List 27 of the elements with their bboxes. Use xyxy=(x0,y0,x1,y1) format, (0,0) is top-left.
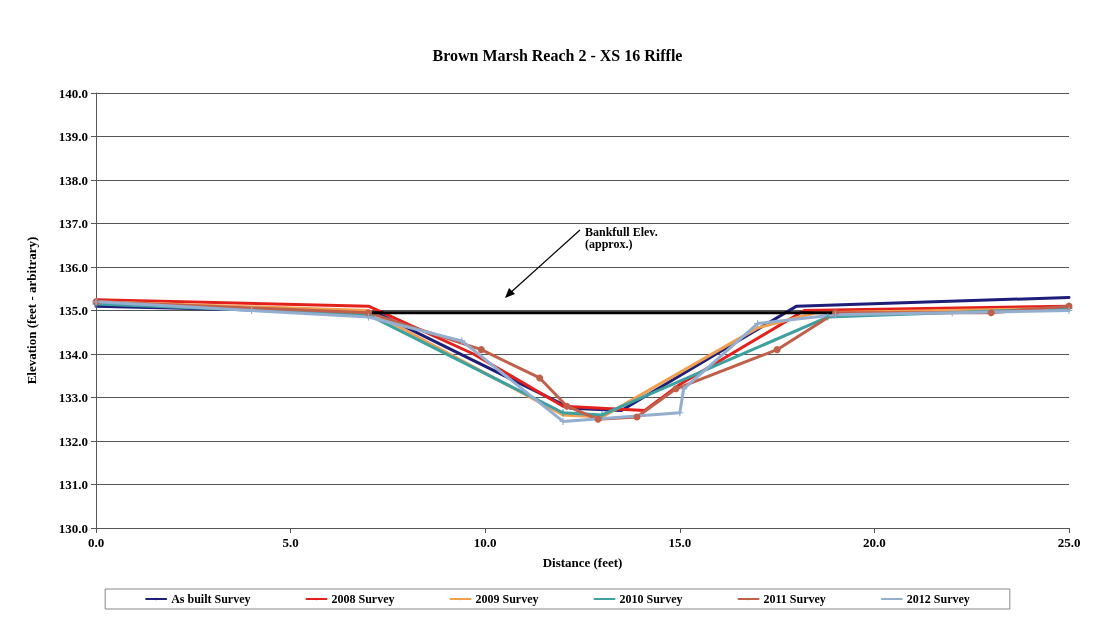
y-axis-title: Elevation (feet - arbitrary) xyxy=(24,236,39,385)
y-tick-label: 133.0 xyxy=(58,390,88,405)
y-tick-label: 130.0 xyxy=(58,520,88,536)
x-tick-label: 10.0 xyxy=(473,535,497,550)
legend-label: 2012 Survey xyxy=(906,592,970,606)
x-tick-label: 0.0 xyxy=(87,535,105,550)
chart-title: Brown Marsh Reach 2 - XS 16 Riffle xyxy=(432,46,683,64)
y-tick-label: 134.0 xyxy=(58,346,88,362)
y-tick-label: 135.0 xyxy=(58,303,88,318)
y-tick-label: 139.0 xyxy=(58,129,88,144)
y-tick-label: 137.0 xyxy=(58,216,88,231)
y-tick-label: 138.0 xyxy=(58,172,88,188)
y-tick-label: 136.0 xyxy=(58,259,88,275)
annotation: Bankfull Elev. (approx.) xyxy=(585,225,658,251)
x-tick-label: 25.0 xyxy=(1057,535,1081,550)
x-tick-label: 5.0 xyxy=(282,535,299,550)
x-axis-title: Distance (feet) xyxy=(542,555,623,570)
legend-label: As built Survey xyxy=(171,592,251,606)
y-tick-label: 131.0 xyxy=(58,477,88,492)
legend-label: 2009 Survey xyxy=(475,592,539,606)
legend-label: 2011 Survey xyxy=(763,592,826,606)
x-tick-label: 20.0 xyxy=(863,535,886,550)
y-tick-label: 132.0 xyxy=(58,433,88,449)
legend-label: 2010 Survey xyxy=(619,592,683,606)
y-tick-label: 140.0 xyxy=(58,85,88,101)
x-tick-label: 15.0 xyxy=(668,535,692,550)
legend-label: 2008 Survey xyxy=(331,592,395,606)
